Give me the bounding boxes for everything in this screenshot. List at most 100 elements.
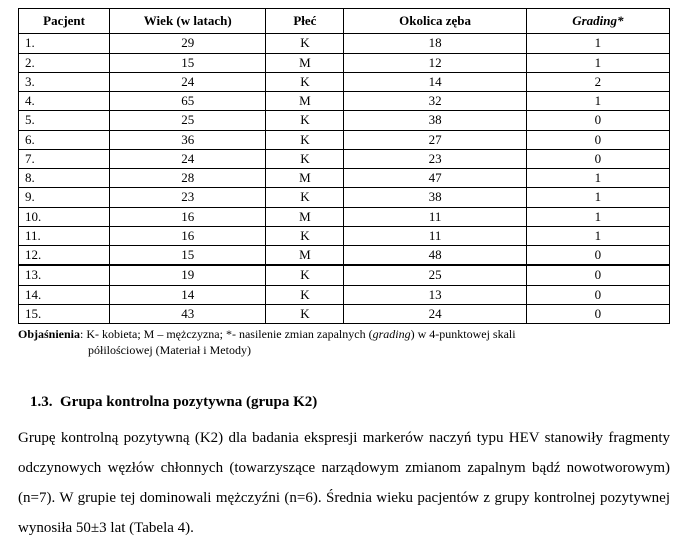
table-row: 5.25K380 (19, 111, 670, 130)
table-cell: M (266, 92, 344, 111)
table-cell: 32 (344, 92, 526, 111)
table-cell: 28 (110, 169, 266, 188)
table-cell: M (266, 53, 344, 72)
table-row: 15.43K240 (19, 304, 670, 323)
table-cell: 15 (110, 246, 266, 266)
table-cell: 0 (526, 246, 669, 266)
table-row: 12.15M480 (19, 246, 670, 266)
table-cell: 16 (110, 226, 266, 245)
table-cell: K (266, 188, 344, 207)
table-cell: 7. (19, 149, 110, 168)
table-cell: 65 (110, 92, 266, 111)
table-cell: 19 (110, 265, 266, 285)
table-row: 10.16M111 (19, 207, 670, 226)
table-row: 7.24K230 (19, 149, 670, 168)
column-header: Okolica zęba (344, 9, 526, 34)
table-cell: 1 (526, 92, 669, 111)
table-cell: 14 (110, 285, 266, 304)
table-cell: K (266, 304, 344, 323)
table-cell: 16 (110, 207, 266, 226)
table-row: 3.24K142 (19, 72, 670, 91)
table-cell: 0 (526, 149, 669, 168)
table-cell: K (266, 226, 344, 245)
table-row: 11.16K111 (19, 226, 670, 245)
table-cell: 13 (344, 285, 526, 304)
table-cell: 15 (110, 53, 266, 72)
table-cell: K (266, 149, 344, 168)
caption-label: Objaśnienia (18, 327, 80, 341)
table-cell: 0 (526, 111, 669, 130)
table-cell: 24 (110, 149, 266, 168)
table-cell: 14 (344, 72, 526, 91)
column-header: Grading* (526, 9, 669, 34)
table-cell: 11. (19, 226, 110, 245)
table-cell: 13. (19, 265, 110, 285)
table-row: 2.15M121 (19, 53, 670, 72)
table-cell: 8. (19, 169, 110, 188)
table-cell: M (266, 207, 344, 226)
table-row: 4.65M321 (19, 92, 670, 111)
table-cell: 23 (110, 188, 266, 207)
table-cell: 0 (526, 130, 669, 149)
section-heading: 1.3. Grupa kontrolna pozytywna (grupa K2… (30, 394, 670, 411)
table-cell: 24 (344, 304, 526, 323)
table-cell: K (266, 130, 344, 149)
table-cell: M (266, 246, 344, 266)
table-cell: 1 (526, 169, 669, 188)
table-cell: 0 (526, 285, 669, 304)
table-row: 9.23K381 (19, 188, 670, 207)
table-cell: 6. (19, 130, 110, 149)
table-row: 13.19K250 (19, 265, 670, 285)
table-cell: 11 (344, 207, 526, 226)
column-header: Pacjent (19, 9, 110, 34)
table-cell: 36 (110, 130, 266, 149)
table-cell: 5. (19, 111, 110, 130)
table-cell: 14. (19, 285, 110, 304)
table-cell: 1 (526, 188, 669, 207)
table-cell: 43 (110, 304, 266, 323)
table-cell: 38 (344, 111, 526, 130)
table-cell: 1 (526, 226, 669, 245)
table-cell: 11 (344, 226, 526, 245)
table-cell: 1. (19, 34, 110, 53)
table-cell: 38 (344, 188, 526, 207)
table-row: 1.29K181 (19, 34, 670, 53)
patient-table: PacjentWiek (w latach)PłećOkolica zębaGr… (18, 8, 670, 324)
table-cell: 4. (19, 92, 110, 111)
table-cell: 0 (526, 265, 669, 285)
table-cell: 0 (526, 304, 669, 323)
table-cell: 23 (344, 149, 526, 168)
table-cell: K (266, 34, 344, 53)
table-cell: 25 (344, 265, 526, 285)
table-cell: 2. (19, 53, 110, 72)
table-cell: 47 (344, 169, 526, 188)
column-header: Wiek (w latach) (110, 9, 266, 34)
table-cell: K (266, 265, 344, 285)
table-cell: 9. (19, 188, 110, 207)
table-cell: 12 (344, 53, 526, 72)
table-cell: 24 (110, 72, 266, 91)
table-row: 6.36K270 (19, 130, 670, 149)
table-cell: 1 (526, 34, 669, 53)
table-cell: 27 (344, 130, 526, 149)
table-caption: Objaśnienia: K- kobieta; M – mężczyzna; … (18, 326, 670, 358)
table-cell: 3. (19, 72, 110, 91)
table-cell: M (266, 169, 344, 188)
column-header: Płeć (266, 9, 344, 34)
table-row: 8.28M471 (19, 169, 670, 188)
table-row: 14.14K130 (19, 285, 670, 304)
table-cell: 12. (19, 246, 110, 266)
table-cell: 48 (344, 246, 526, 266)
table-cell: 1 (526, 207, 669, 226)
table-cell: 15. (19, 304, 110, 323)
body-paragraph: Grupę kontrolną pozytywną (K2) dla badan… (18, 423, 670, 543)
table-cell: 2 (526, 72, 669, 91)
table-cell: K (266, 72, 344, 91)
table-cell: K (266, 285, 344, 304)
table-cell: K (266, 111, 344, 130)
table-cell: 1 (526, 53, 669, 72)
table-cell: 25 (110, 111, 266, 130)
table-cell: 29 (110, 34, 266, 53)
table-cell: 18 (344, 34, 526, 53)
table-cell: 10. (19, 207, 110, 226)
